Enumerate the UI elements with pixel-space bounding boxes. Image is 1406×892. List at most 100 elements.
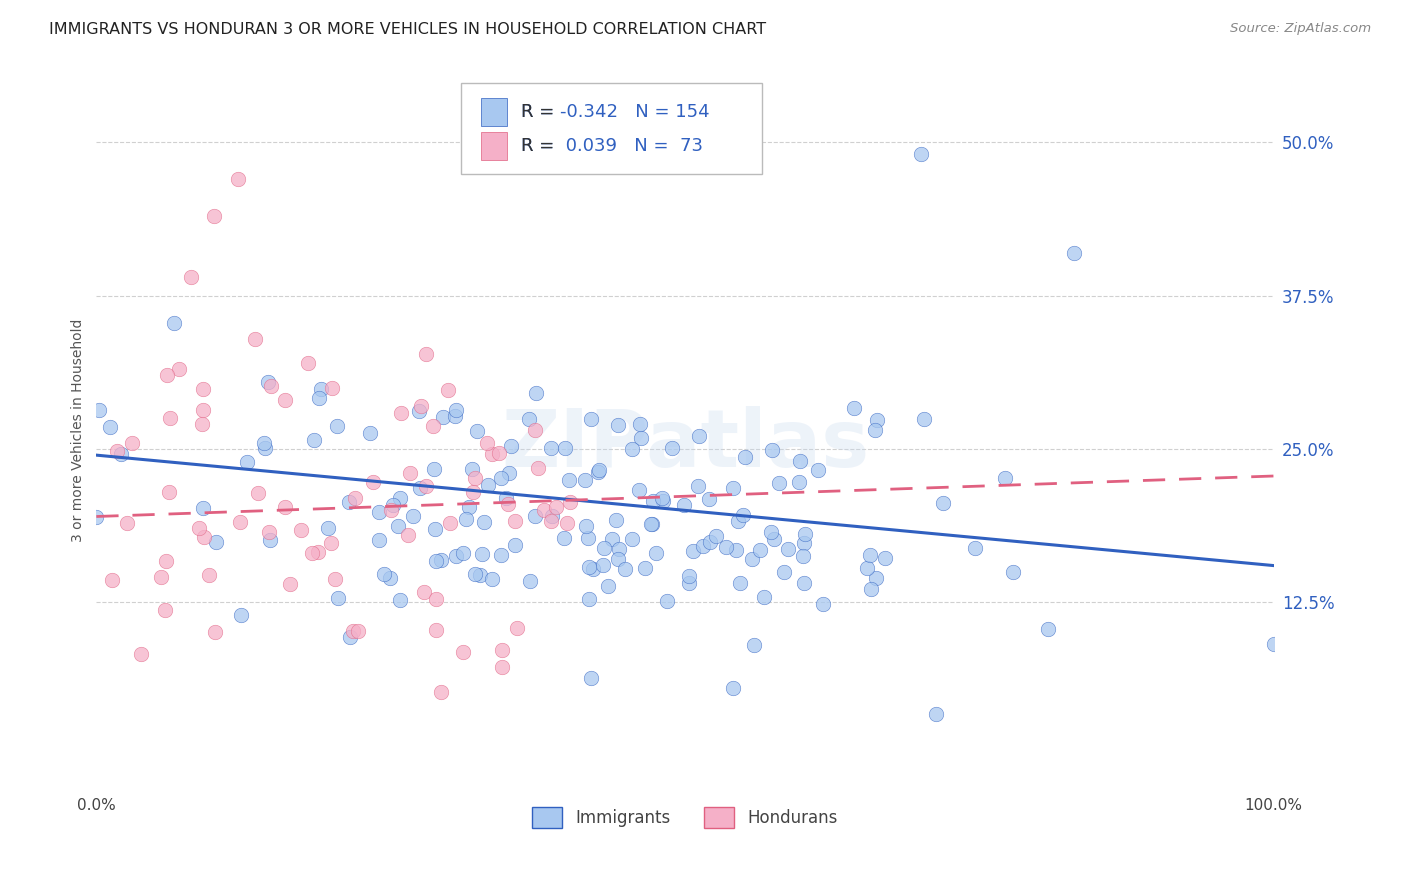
- Point: [321, 381, 343, 395]
- Point: [582, 562, 605, 576]
- Point: [153, 603, 176, 617]
- Point: [326, 591, 349, 605]
- Point: [437, 383, 460, 397]
- Point: [1063, 245, 1085, 260]
- Point: [733, 508, 755, 522]
- Point: [524, 386, 547, 401]
- Point: [472, 515, 495, 529]
- Point: [409, 481, 432, 495]
- Point: [519, 574, 541, 589]
- Point: [792, 549, 814, 563]
- Point: [540, 514, 562, 528]
- Point: [527, 461, 550, 475]
- Text: R = -0.342   N = 154: R = -0.342 N = 154: [522, 103, 710, 121]
- Point: [297, 356, 319, 370]
- FancyBboxPatch shape: [461, 83, 762, 174]
- Point: [316, 521, 339, 535]
- Point: [678, 569, 700, 583]
- Point: [342, 624, 364, 639]
- Point: [361, 475, 384, 489]
- Point: [121, 435, 143, 450]
- Point: [202, 209, 225, 223]
- Point: [346, 624, 368, 638]
- Point: [499, 439, 522, 453]
- Point: [630, 431, 652, 445]
- Point: [307, 545, 329, 559]
- Point: [373, 567, 395, 582]
- Point: [253, 436, 276, 450]
- Point: [787, 475, 810, 489]
- Point: [692, 539, 714, 553]
- Point: [290, 523, 312, 537]
- Point: [1001, 565, 1024, 579]
- Point: [793, 575, 815, 590]
- Point: [578, 592, 600, 607]
- Point: [994, 471, 1017, 485]
- Point: [381, 498, 404, 512]
- Point: [628, 483, 651, 497]
- Point: [1263, 637, 1285, 651]
- Point: [204, 625, 226, 640]
- Point: [451, 546, 474, 560]
- Point: [301, 546, 323, 560]
- Point: [339, 630, 361, 644]
- Point: [409, 400, 432, 414]
- Point: [699, 534, 721, 549]
- Point: [191, 382, 214, 396]
- Point: [231, 608, 253, 623]
- Point: [865, 571, 887, 585]
- Point: [524, 508, 547, 523]
- Point: [540, 441, 562, 455]
- Point: [408, 403, 430, 417]
- Point: [651, 494, 673, 508]
- Point: [1036, 622, 1059, 636]
- FancyBboxPatch shape: [481, 98, 508, 126]
- Point: [461, 462, 484, 476]
- Point: [655, 593, 678, 607]
- Point: [477, 478, 499, 492]
- Point: [432, 410, 454, 425]
- Point: [180, 270, 202, 285]
- Point: [415, 479, 437, 493]
- Text: R =: R =: [522, 137, 567, 155]
- Point: [614, 562, 637, 576]
- Point: [607, 552, 630, 566]
- Point: [198, 567, 221, 582]
- Point: [387, 518, 409, 533]
- Point: [621, 442, 644, 456]
- Point: [149, 570, 172, 584]
- Point: [607, 541, 630, 556]
- Point: [110, 446, 132, 460]
- Point: [699, 491, 721, 506]
- Point: [389, 491, 412, 505]
- Point: [302, 433, 325, 447]
- Point: [661, 441, 683, 455]
- Point: [425, 554, 447, 568]
- Point: [401, 508, 423, 523]
- Point: [734, 450, 756, 464]
- Point: [723, 681, 745, 695]
- Point: [728, 575, 751, 590]
- Point: [475, 436, 498, 450]
- Point: [86, 510, 108, 524]
- Point: [226, 172, 249, 186]
- Legend: Immigrants, Hondurans: Immigrants, Hondurans: [526, 800, 845, 835]
- Point: [236, 455, 259, 469]
- Point: [311, 382, 333, 396]
- Point: [546, 500, 568, 514]
- Point: [454, 511, 477, 525]
- Point: [645, 546, 668, 560]
- Point: [87, 403, 110, 417]
- Point: [468, 568, 491, 582]
- Point: [579, 412, 602, 426]
- Point: [444, 402, 467, 417]
- Text: R =  0.039   N =  73: R = 0.039 N = 73: [522, 137, 703, 155]
- Point: [748, 542, 770, 557]
- Point: [422, 419, 444, 434]
- Point: [576, 531, 599, 545]
- Point: [541, 508, 564, 523]
- Text: IMMIGRANTS VS HONDURAN 3 OR MORE VEHICLES IN HOUSEHOLD CORRELATION CHART: IMMIGRANTS VS HONDURAN 3 OR MORE VEHICLE…: [49, 22, 766, 37]
- Point: [451, 645, 474, 659]
- Point: [859, 548, 882, 562]
- Point: [415, 347, 437, 361]
